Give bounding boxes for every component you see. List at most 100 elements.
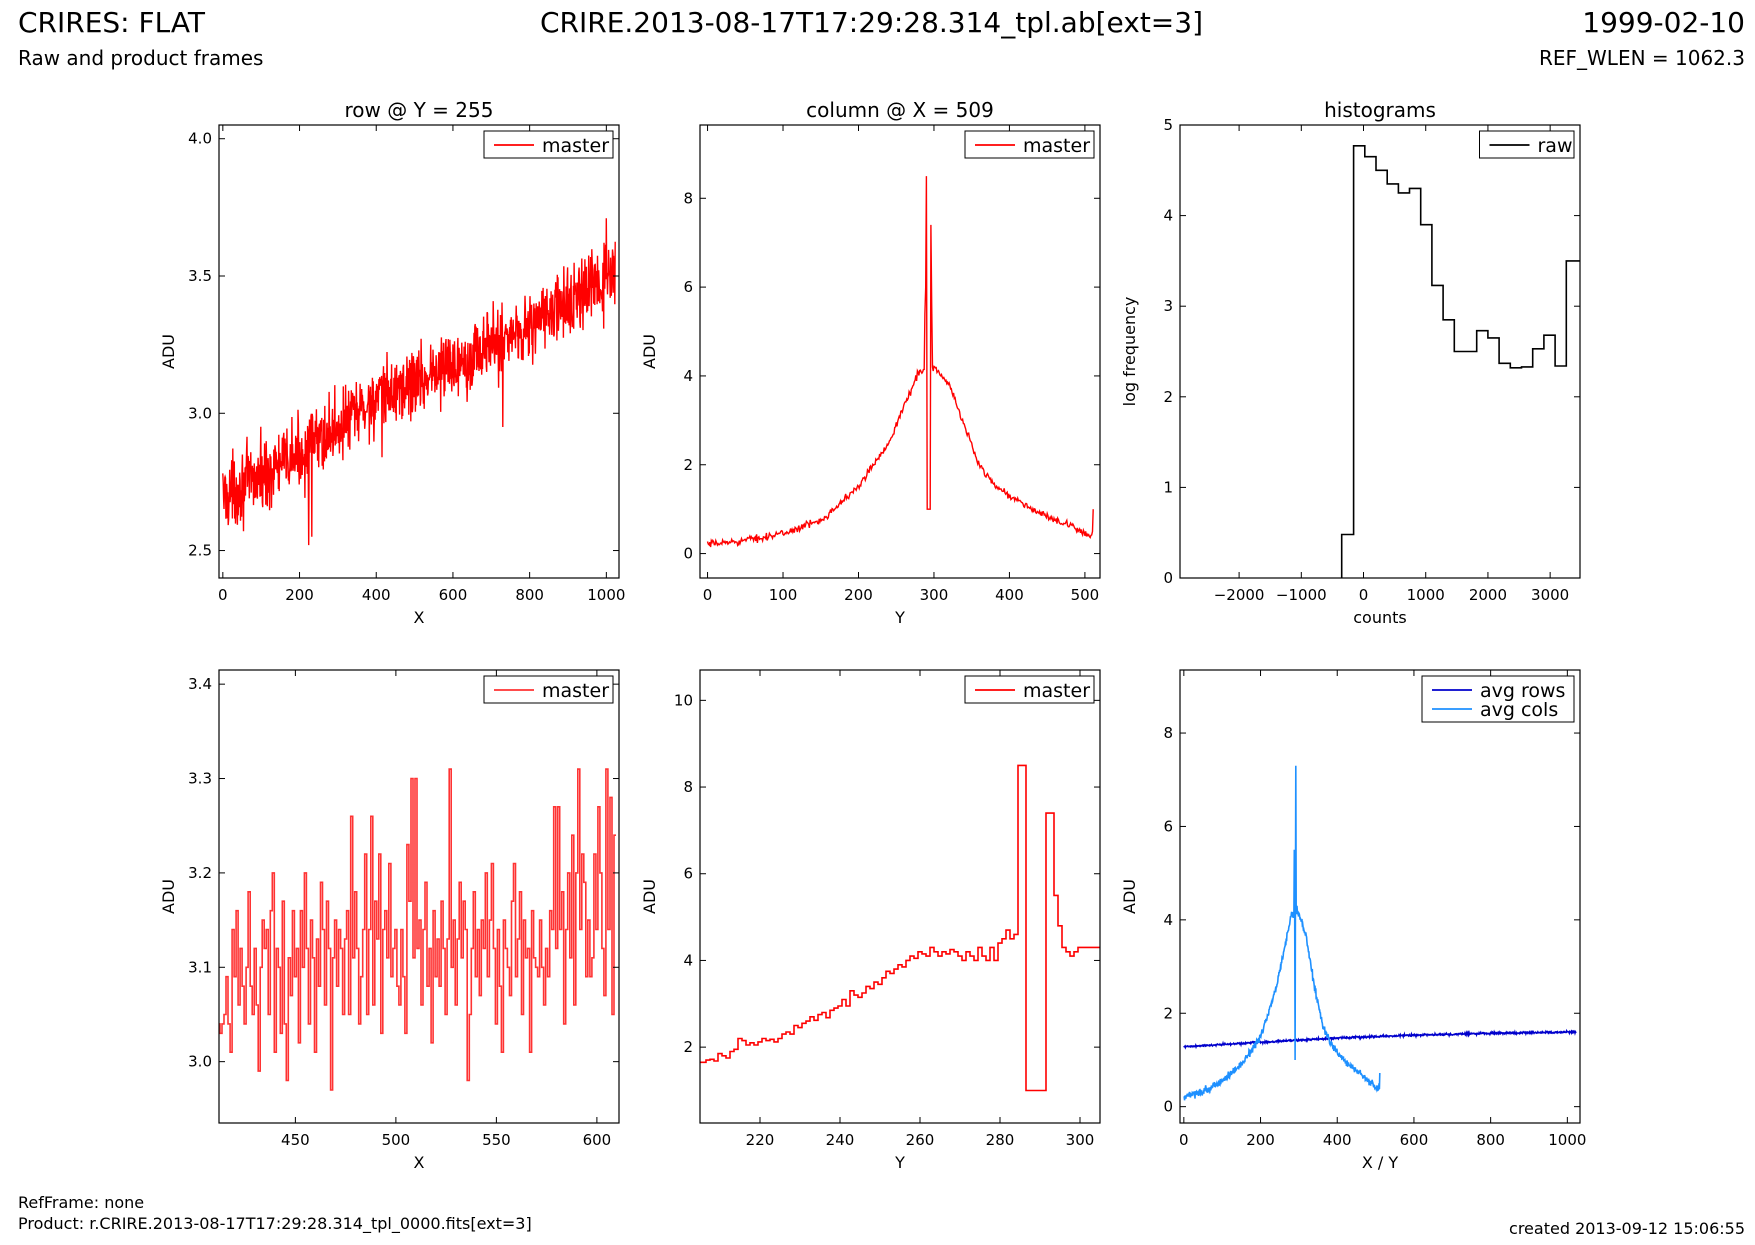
y-tick-label: 3.1 xyxy=(188,958,212,976)
column-zoom-xlabel: Y xyxy=(894,1153,905,1172)
y-tick-label: 2 xyxy=(683,1038,693,1056)
date-label: 1999-02-10 xyxy=(1582,6,1745,39)
x-tick-label: 300 xyxy=(920,586,949,604)
row-zoom-ylabel: ADU xyxy=(159,879,178,914)
column-title: column @ X = 509 xyxy=(806,98,994,122)
row-zoom-series-master xyxy=(219,768,616,1091)
y-tick-label: 3.5 xyxy=(188,267,212,285)
figure-subtitle: Raw and product frames xyxy=(18,46,264,70)
y-tick-label: 2 xyxy=(683,456,693,474)
file-title: CRIRE.2013-08-17T17:29:28.314_tpl.ab[ext… xyxy=(540,6,1204,39)
created-label: created 2013-09-12 15:06:55 xyxy=(1509,1219,1745,1238)
row-panel: 0 200 400 600 800 1000 2.5 3.0 3.5 4.0 row @ Y = 2… xyxy=(159,98,625,627)
y-tick-label: 6 xyxy=(683,865,693,883)
row-xlabel: X xyxy=(414,608,425,627)
y-tick-label: 4.0 xyxy=(188,130,212,148)
row-zoom-legend: master xyxy=(483,675,614,704)
y-tick-label: 0 xyxy=(1163,1098,1173,1116)
legend-label: avg cols xyxy=(1480,699,1558,721)
column-xlabel: Y xyxy=(894,608,905,627)
y-tick-label: 0 xyxy=(683,545,693,563)
y-tick-label: 3.0 xyxy=(188,1053,212,1071)
x-tick-label: 200 xyxy=(285,586,314,604)
row-zoom-plot-frame xyxy=(218,669,620,1124)
row-legend: master xyxy=(483,130,614,159)
x-tick-label: 800 xyxy=(1476,1131,1505,1149)
x-tick-label: 400 xyxy=(362,586,391,604)
x-tick-label: 1000 xyxy=(1548,1131,1586,1149)
x-tick-label: 2000 xyxy=(1469,586,1507,604)
x-tick-label: 500 xyxy=(1071,586,1100,604)
x-tick-label: 600 xyxy=(583,1131,612,1149)
x-tick-label: 200 xyxy=(844,586,873,604)
x-tick-label: 220 xyxy=(746,1131,775,1149)
row-title: row @ Y = 255 xyxy=(345,98,494,122)
y-tick-label: 6 xyxy=(1163,817,1173,835)
y-tick-label: 0 xyxy=(1163,569,1173,587)
column-zoom-legend: master xyxy=(964,675,1095,704)
x-tick-label: 1000 xyxy=(587,586,625,604)
x-tick-label: 3000 xyxy=(1531,586,1569,604)
x-tick-label: 260 xyxy=(906,1131,935,1149)
y-tick-label: 1 xyxy=(1163,478,1173,496)
x-tick-label: 800 xyxy=(515,586,544,604)
y-tick-label: 2.5 xyxy=(188,542,212,560)
x-tick-label: 400 xyxy=(995,586,1024,604)
y-tick-label: 2 xyxy=(1163,388,1173,406)
y-tick-label: 3 xyxy=(1163,297,1173,315)
legend-label: master xyxy=(1023,680,1090,702)
x-tick-label: 280 xyxy=(986,1131,1015,1149)
y-tick-label: 4 xyxy=(1163,207,1173,225)
averages-plot-frame xyxy=(1179,669,1581,1124)
y-tick-label: 3.4 xyxy=(188,675,212,693)
y-tick-label: 3.3 xyxy=(188,770,212,788)
y-tick-label: 8 xyxy=(683,189,693,207)
y-tick-label: 3.0 xyxy=(188,404,212,422)
averages-panel: 0 200 400 600 800 1000 0 2 4 6 8 X / Y ADU avg rowsav… xyxy=(1120,669,1586,1172)
x-tick-label: 0 xyxy=(218,586,228,604)
histogram-legend: raw xyxy=(1479,130,1575,159)
figure-title: CRIRES: FLAT xyxy=(18,6,205,39)
column-zoom-ylabel: ADU xyxy=(640,879,659,914)
row-zoom-panel: 450 500 550 600 3.0 3.1 3.2 3.3 3.4 X ADU master xyxy=(159,669,620,1172)
column-zoom-plot-frame xyxy=(699,669,1101,1124)
x-tick-label: 200 xyxy=(1246,1131,1275,1149)
averages-series-avg-rows xyxy=(1183,1028,1577,1050)
histogram-plot-frame xyxy=(1179,124,1581,579)
histogram-xlabel: counts xyxy=(1353,608,1406,627)
x-tick-label: 400 xyxy=(1323,1131,1352,1149)
averages-series-avg-cols xyxy=(1183,765,1381,1101)
x-tick-label: 1000 xyxy=(1407,586,1445,604)
legend-label: master xyxy=(1023,135,1090,157)
x-tick-label: 550 xyxy=(482,1131,511,1149)
histogram-panel: −2000 −1000 0 1000 2000 3000 0 1 2 3 4 5 histograms c… xyxy=(1120,98,1581,627)
x-tick-label: 300 xyxy=(1066,1131,1095,1149)
column-series-master xyxy=(706,176,1094,548)
y-tick-label: 2 xyxy=(1163,1004,1173,1022)
y-tick-label: 8 xyxy=(1163,724,1173,742)
ref-wlen-label: REF_WLEN = 1062.3 xyxy=(1538,46,1745,70)
legend-label: avg rows xyxy=(1480,680,1565,702)
y-tick-label: 10 xyxy=(674,691,693,709)
y-tick-label: 4 xyxy=(1163,911,1173,929)
row-series-master xyxy=(222,218,616,546)
x-tick-label: 0 xyxy=(1179,1131,1189,1149)
legend-label: master xyxy=(542,135,609,157)
x-tick-label: 600 xyxy=(439,586,468,604)
x-tick-label: 0 xyxy=(703,586,713,604)
averages-xlabel: X / Y xyxy=(1362,1153,1399,1172)
x-tick-label: 240 xyxy=(826,1131,855,1149)
column-zoom-series-master xyxy=(700,764,1100,1092)
ref-frame-label: RefFrame: none xyxy=(18,1193,145,1212)
column-panel: 0 100 200 300 400 500 0 2 4 6 8 column @ X = 509 Y AD… xyxy=(640,98,1101,627)
y-tick-label: 3.2 xyxy=(188,864,212,882)
x-tick-label: 500 xyxy=(382,1131,411,1149)
column-ylabel: ADU xyxy=(640,334,659,369)
x-tick-label: 600 xyxy=(1400,1131,1429,1149)
y-tick-label: 4 xyxy=(683,951,693,969)
x-tick-label: −1000 xyxy=(1276,586,1327,604)
y-tick-label: 8 xyxy=(683,778,693,796)
row-plot-frame xyxy=(218,124,620,579)
